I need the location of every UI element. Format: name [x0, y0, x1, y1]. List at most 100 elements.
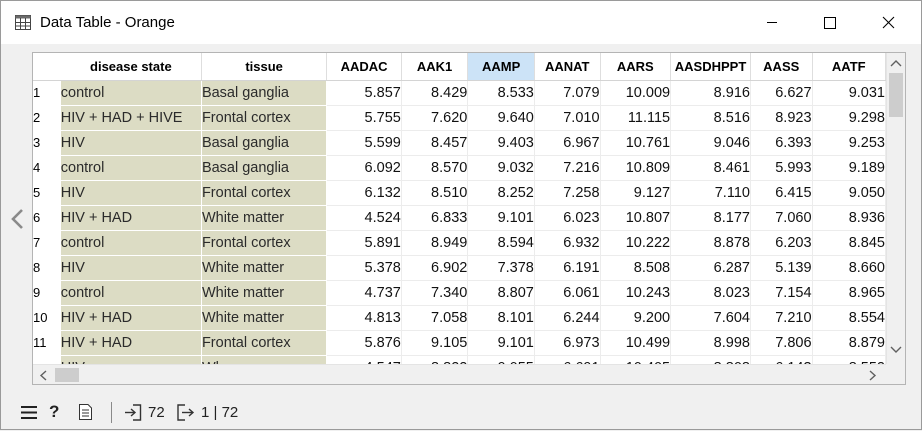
table-cell[interactable]: 8.429 — [401, 80, 469, 106]
table-cell[interactable]: 9.032 — [467, 155, 535, 181]
table-cell[interactable]: Frontal cortex — [201, 330, 328, 356]
table-cell[interactable]: 6.393 — [750, 130, 813, 156]
table-cell[interactable]: 5.378 — [326, 255, 402, 281]
table-cell[interactable]: HIV + HAD — [60, 330, 202, 356]
table-cell[interactable]: White matter — [201, 280, 328, 306]
table-cell[interactable]: 8.554 — [812, 305, 886, 331]
table-cell[interactable]: 8.879 — [812, 330, 886, 356]
table-cell[interactable]: 6.061 — [534, 280, 601, 306]
table-cell[interactable]: 4.813 — [326, 305, 402, 331]
table-cell[interactable]: 8.916 — [670, 80, 751, 106]
table-cell[interactable]: 5.139 — [750, 255, 813, 281]
table-cell[interactable]: 9.189 — [812, 155, 886, 181]
table-cell[interactable]: 6.092 — [326, 155, 402, 181]
table-cell[interactable]: 6.132 — [326, 180, 402, 206]
table-cell[interactable]: 5.876 — [326, 330, 402, 356]
table-row[interactable]: HIVWh...4.5478.8229.0556.69110.4058.8086… — [33, 355, 886, 364]
table-cell[interactable]: 10.809 — [600, 155, 672, 181]
table-row[interactable]: 6 HIV + HAD White matter 4.524 6.833 9.101 6.0… — [33, 205, 886, 231]
table-cell[interactable]: Wh... — [201, 355, 328, 364]
horizontal-scroll-thumb[interactable] — [55, 368, 79, 382]
table-cell[interactable]: 4.737 — [326, 280, 402, 306]
table-cell[interactable]: 8.461 — [670, 155, 751, 181]
table-cell[interactable]: 6.203 — [750, 230, 813, 256]
table-cell[interactable]: 7.216 — [534, 155, 601, 181]
table-cell[interactable]: 8.594 — [467, 230, 535, 256]
table-cell[interactable]: 6.287 — [670, 255, 751, 281]
column-header[interactable]: tissue — [201, 53, 328, 81]
table-cell[interactable]: White matter — [201, 305, 328, 331]
vertical-scroll-thumb[interactable] — [889, 73, 903, 117]
table-cell[interactable]: Frontal cortex — [201, 180, 328, 206]
table-cell[interactable]: 7.060 — [750, 205, 813, 231]
row-number[interactable]: 1 — [33, 80, 61, 105]
table-cell[interactable]: 9.101 — [467, 205, 535, 231]
table-cell[interactable]: 9.046 — [670, 130, 751, 156]
table-cell[interactable]: 7.210 — [750, 305, 813, 331]
scroll-down-icon[interactable] — [890, 346, 902, 354]
table-cell[interactable]: 5.857 — [326, 80, 402, 106]
table-row[interactable]: 1 control Basal ganglia 5.857 8.429 8.533 7.07… — [33, 80, 886, 106]
table-cell[interactable]: 6.244 — [534, 305, 601, 331]
table-cell[interactable]: 5.599 — [326, 130, 402, 156]
table-cell[interactable]: 7.058 — [401, 305, 469, 331]
table-cell[interactable]: 7.010 — [534, 105, 601, 131]
hamburger-menu-icon[interactable] — [21, 406, 37, 419]
table-cell[interactable]: White matter — [201, 255, 328, 281]
table-cell[interactable]: Frontal cortex — [201, 105, 328, 131]
table-cell[interactable]: HIV — [60, 180, 202, 206]
table-cell[interactable]: HIV — [60, 130, 202, 156]
table-row[interactable]: 5 HIV Frontal cortex 6.132 8.510 8.252 7.258 9.… — [33, 180, 886, 206]
table-cell[interactable]: 6.627 — [750, 80, 813, 106]
column-header[interactable]: AADAC — [326, 53, 402, 81]
table-cell[interactable]: 9.101 — [467, 330, 535, 356]
column-header[interactable]: AAK1 — [401, 53, 469, 81]
scroll-right-icon[interactable] — [869, 370, 877, 381]
table-cell[interactable]: 6.833 — [401, 205, 469, 231]
table-cell[interactable]: 6.691 — [534, 355, 601, 364]
scroll-up-icon[interactable] — [890, 59, 902, 67]
table-cell[interactable]: 11.115 — [600, 105, 672, 131]
table-cell[interactable]: control — [60, 230, 202, 256]
chevron-left-icon[interactable] — [9, 207, 27, 231]
table-cell[interactable]: 8.998 — [670, 330, 751, 356]
table-cell[interactable]: 7.258 — [534, 180, 601, 206]
column-header[interactable]: AAMP — [467, 53, 535, 81]
table-cell[interactable]: 9.298 — [812, 105, 886, 131]
table-row[interactable]: 3 HIV Basal ganglia 5.599 8.457 9.403 6.967 10.… — [33, 130, 886, 156]
table-row[interactable]: 7 control Frontal cortex 5.891 8.949 8.594 6.9… — [33, 230, 886, 256]
table-cell[interactable]: 6.967 — [534, 130, 601, 156]
column-header[interactable]: AASS — [750, 53, 813, 81]
table-cell[interactable]: 7.340 — [401, 280, 469, 306]
table-cell[interactable]: 8.807 — [467, 280, 535, 306]
table-cell[interactable]: 8.965 — [812, 280, 886, 306]
table-cell[interactable]: 6.023 — [534, 205, 601, 231]
table-cell[interactable]: HIV — [60, 255, 202, 281]
table-cell[interactable]: 10.222 — [600, 230, 672, 256]
table-cell[interactable]: White matter — [201, 205, 328, 231]
table-cell[interactable]: 9.127 — [600, 180, 672, 206]
table-cell[interactable]: 10.405 — [600, 355, 672, 364]
table-cell[interactable]: control — [60, 155, 202, 181]
row-number[interactable]: 3 — [33, 130, 61, 155]
table-cell[interactable]: 8.822 — [401, 355, 469, 364]
table-cell[interactable]: 5.993 — [750, 155, 813, 181]
table-cell[interactable]: 8.845 — [812, 230, 886, 256]
table-cell[interactable]: 7.079 — [534, 80, 601, 106]
table-cell[interactable]: 8.660 — [812, 255, 886, 281]
table-cell[interactable]: 9.200 — [600, 305, 672, 331]
table-cell[interactable]: 6.415 — [750, 180, 813, 206]
table-cell[interactable]: 9.105 — [401, 330, 469, 356]
row-number[interactable]: 10 — [33, 305, 61, 330]
close-button[interactable] — [858, 1, 914, 44]
row-number[interactable]: 5 — [33, 180, 61, 205]
table-cell[interactable]: HIV — [60, 355, 202, 364]
table-cell[interactable]: 9.403 — [467, 130, 535, 156]
table-row[interactable]: 8 HIV White matter 5.378 6.902 7.378 6.191 8.50… — [33, 255, 886, 281]
row-number[interactable]: 6 — [33, 205, 61, 230]
horizontal-scrollbar[interactable] — [33, 364, 886, 384]
row-number[interactable]: 9 — [33, 280, 61, 305]
table-cell[interactable]: Basal ganglia — [201, 155, 328, 181]
column-header[interactable]: AARS — [600, 53, 672, 81]
table-row[interactable]: 4 control Basal ganglia 6.092 8.570 9.032 7.21… — [33, 155, 886, 181]
